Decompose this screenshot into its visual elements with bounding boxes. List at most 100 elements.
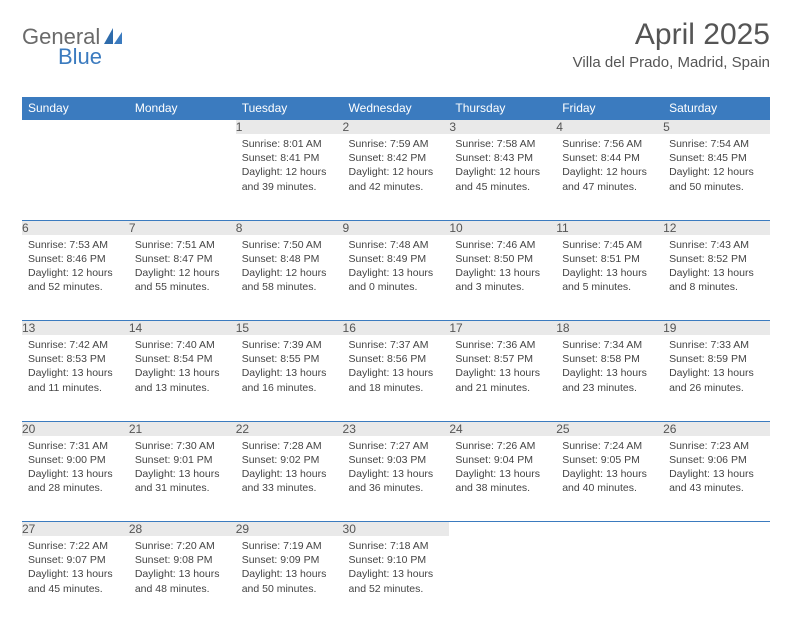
day-number: 13 bbox=[22, 321, 129, 336]
sunrise-text: Sunrise: 7:27 AM bbox=[349, 439, 444, 453]
day-content-row: Sunrise: 7:22 AMSunset: 9:07 PM Daylight:… bbox=[22, 536, 770, 622]
day-cell-content: Sunrise: 7:58 AMSunset: 8:43 PMDaylight:… bbox=[449, 134, 556, 200]
daylight-text: Daylight: 12 hours and 55 minutes. bbox=[135, 266, 230, 294]
sunset-text: Sunset: 9:07 PM bbox=[28, 553, 123, 567]
day-number: 15 bbox=[236, 321, 343, 336]
daylight-text: Daylight: 13 hours and 18 minutes. bbox=[349, 366, 444, 394]
day-cell-content: Sunrise: 7:31 AMSunset: 9:00 PMDaylight:… bbox=[22, 436, 129, 502]
day-cell-content: Sunrise: 7:43 AMSunset: 8:52 PMDaylight:… bbox=[663, 235, 770, 301]
day-cell: Sunrise: 7:39 AMSunset: 8:55 PMDaylight:… bbox=[236, 335, 343, 421]
day-cell-content: Sunrise: 7:27 AMSunset: 9:03 PMDaylight:… bbox=[343, 436, 450, 502]
sunset-text: Sunset: 8:49 PM bbox=[349, 252, 444, 266]
daylight-text: Daylight: 13 hours and 52 minutes. bbox=[349, 567, 444, 595]
calendar-body: 12345Sunrise: 8:01 AMSunset: 8:41 PMDayl… bbox=[22, 120, 770, 622]
daylight-text: Daylight: 13 hours and 33 minutes. bbox=[242, 467, 337, 495]
daylight-text: Daylight: 12 hours and 47 minutes. bbox=[562, 165, 657, 193]
sunset-text: Sunset: 8:53 PM bbox=[28, 352, 123, 366]
sunrise-text: Sunrise: 7:33 AM bbox=[669, 338, 764, 352]
weekday-header-row: SundayMondayTuesdayWednesdayThursdayFrid… bbox=[22, 97, 770, 120]
day-number: 22 bbox=[236, 421, 343, 436]
sunrise-text: Sunrise: 7:56 AM bbox=[562, 137, 657, 151]
empty-day-number bbox=[663, 522, 770, 537]
daylight-text: Daylight: 12 hours and 50 minutes. bbox=[669, 165, 764, 193]
day-cell: Sunrise: 7:40 AMSunset: 8:54 PMDaylight:… bbox=[129, 335, 236, 421]
day-cell-content: Sunrise: 7:53 AMSunset: 8:46 PMDaylight:… bbox=[22, 235, 129, 301]
day-cell-content: Sunrise: 7:59 AMSunset: 8:42 PMDaylight:… bbox=[343, 134, 450, 200]
day-cell-content: Sunrise: 7:37 AMSunset: 8:56 PMDaylight:… bbox=[343, 335, 450, 401]
day-cell-content: Sunrise: 7:30 AMSunset: 9:01 PMDaylight:… bbox=[129, 436, 236, 502]
day-number: 2 bbox=[343, 120, 450, 135]
sunrise-text: Sunrise: 7:36 AM bbox=[455, 338, 550, 352]
day-cell: Sunrise: 7:50 AMSunset: 8:48 PMDaylight:… bbox=[236, 235, 343, 321]
daynum-row: 20212223242526 bbox=[22, 421, 770, 436]
daylight-text: Daylight: 13 hours and 23 minutes. bbox=[562, 366, 657, 394]
title-block: April 2025 Villa del Prado, Madrid, Spai… bbox=[573, 18, 770, 71]
day-cell-content: Sunrise: 7:42 AMSunset: 8:53 PMDaylight:… bbox=[22, 335, 129, 401]
sunset-text: Sunset: 8:54 PM bbox=[135, 352, 230, 366]
sunset-text: Sunset: 9:09 PM bbox=[242, 553, 337, 567]
sunset-text: Sunset: 8:57 PM bbox=[455, 352, 550, 366]
day-cell-content: Sunrise: 7:22 AMSunset: 9:07 PMDaylight:… bbox=[22, 536, 129, 602]
sunrise-text: Sunrise: 7:31 AM bbox=[28, 439, 123, 453]
day-cell-content: Sunrise: 7:18 AMSunset: 9:10 PMDaylight:… bbox=[343, 536, 450, 602]
sunrise-text: Sunrise: 7:20 AM bbox=[135, 539, 230, 553]
day-number: 29 bbox=[236, 522, 343, 537]
sunrise-text: Sunrise: 7:43 AM bbox=[669, 238, 764, 252]
day-cell-content: Sunrise: 7:48 AMSunset: 8:49 PMDaylight:… bbox=[343, 235, 450, 301]
sunset-text: Sunset: 8:55 PM bbox=[242, 352, 337, 366]
sunrise-text: Sunrise: 7:58 AM bbox=[455, 137, 550, 151]
day-cell: Sunrise: 7:19 AMSunset: 9:09 PMDaylight:… bbox=[236, 536, 343, 622]
sunrise-text: Sunrise: 7:18 AM bbox=[349, 539, 444, 553]
sunrise-text: Sunrise: 7:22 AM bbox=[28, 539, 123, 553]
sunset-text: Sunset: 9:03 PM bbox=[349, 453, 444, 467]
weekday-header: Tuesday bbox=[236, 97, 343, 120]
sunrise-text: Sunrise: 8:01 AM bbox=[242, 137, 337, 151]
day-cell-content: Sunrise: 7:34 AMSunset: 8:58 PMDaylight:… bbox=[556, 335, 663, 401]
calendar-table: SundayMondayTuesdayWednesdayThursdayFrid… bbox=[22, 97, 770, 622]
day-cell-content: Sunrise: 7:23 AMSunset: 9:06 PMDaylight:… bbox=[663, 436, 770, 502]
day-number: 19 bbox=[663, 321, 770, 336]
sunset-text: Sunset: 8:56 PM bbox=[349, 352, 444, 366]
sunset-text: Sunset: 8:46 PM bbox=[28, 252, 123, 266]
sunrise-text: Sunrise: 7:54 AM bbox=[669, 137, 764, 151]
sunset-text: Sunset: 9:06 PM bbox=[669, 453, 764, 467]
daylight-text: Daylight: 12 hours and 52 minutes. bbox=[28, 266, 123, 294]
sunset-text: Sunset: 8:42 PM bbox=[349, 151, 444, 165]
day-number: 18 bbox=[556, 321, 663, 336]
day-number: 4 bbox=[556, 120, 663, 135]
sunrise-text: Sunrise: 7:46 AM bbox=[455, 238, 550, 252]
sunset-text: Sunset: 8:43 PM bbox=[455, 151, 550, 165]
sunrise-text: Sunrise: 7:39 AM bbox=[242, 338, 337, 352]
sunrise-text: Sunrise: 7:42 AM bbox=[28, 338, 123, 352]
day-cell: Sunrise: 7:30 AMSunset: 9:01 PMDaylight:… bbox=[129, 436, 236, 522]
day-cell-content: Sunrise: 7:50 AMSunset: 8:48 PMDaylight:… bbox=[236, 235, 343, 301]
empty-day-number bbox=[22, 120, 129, 135]
day-number: 3 bbox=[449, 120, 556, 135]
day-cell: Sunrise: 7:56 AMSunset: 8:44 PMDaylight:… bbox=[556, 134, 663, 220]
sunset-text: Sunset: 8:50 PM bbox=[455, 252, 550, 266]
sunrise-text: Sunrise: 7:40 AM bbox=[135, 338, 230, 352]
logo-line2: Blue bbox=[22, 44, 102, 70]
weekday-header: Saturday bbox=[663, 97, 770, 120]
sunrise-text: Sunrise: 7:24 AM bbox=[562, 439, 657, 453]
day-cell-content: Sunrise: 7:45 AMSunset: 8:51 PMDaylight:… bbox=[556, 235, 663, 301]
daylight-text: Daylight: 13 hours and 3 minutes. bbox=[455, 266, 550, 294]
sunset-text: Sunset: 9:04 PM bbox=[455, 453, 550, 467]
day-cell: Sunrise: 7:45 AMSunset: 8:51 PMDaylight:… bbox=[556, 235, 663, 321]
day-cell: Sunrise: 7:43 AMSunset: 8:52 PMDaylight:… bbox=[663, 235, 770, 321]
sunset-text: Sunset: 9:10 PM bbox=[349, 553, 444, 567]
weekday-header: Thursday bbox=[449, 97, 556, 120]
logo-text-blue: Blue bbox=[58, 44, 102, 69]
daylight-text: Daylight: 13 hours and 28 minutes. bbox=[28, 467, 123, 495]
weekday-header: Wednesday bbox=[343, 97, 450, 120]
daylight-text: Daylight: 13 hours and 26 minutes. bbox=[669, 366, 764, 394]
day-number: 26 bbox=[663, 421, 770, 436]
day-number: 17 bbox=[449, 321, 556, 336]
empty-day-cell bbox=[663, 536, 770, 622]
day-cell: Sunrise: 7:48 AMSunset: 8:49 PMDaylight:… bbox=[343, 235, 450, 321]
day-cell: Sunrise: 7:26 AMSunset: 9:04 PMDaylight:… bbox=[449, 436, 556, 522]
day-cell: Sunrise: 7:18 AMSunset: 9:10 PMDaylight:… bbox=[343, 536, 450, 622]
daylight-text: Daylight: 13 hours and 38 minutes. bbox=[455, 467, 550, 495]
daynum-row: 6789101112 bbox=[22, 220, 770, 235]
day-cell: Sunrise: 7:54 AMSunset: 8:45 PMDaylight:… bbox=[663, 134, 770, 220]
